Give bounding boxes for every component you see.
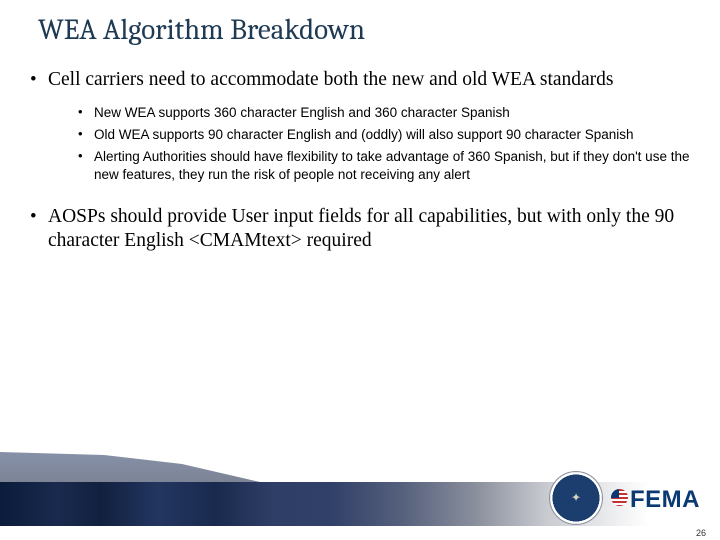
slide-footer: ✦ FEMA — [0, 468, 720, 526]
fema-logo: FEMA — [611, 486, 700, 514]
dhs-seal-icon: ✦ — [550, 472, 602, 524]
slide: WEA Algorithm Breakdown Cell carriers ne… — [0, 0, 720, 540]
bullet-text: AOSPs should provide User input fields f… — [48, 206, 674, 251]
sub-bullet-item: New WEA supports 360 character English a… — [78, 104, 692, 121]
footer-flag-graphic — [0, 452, 260, 482]
page-number: 26 — [696, 528, 706, 538]
eagle-icon: ✦ — [571, 491, 581, 505]
fema-logo-text: FEMA — [630, 486, 700, 513]
fema-flag-icon — [611, 489, 628, 506]
sub-bullet-list: New WEA supports 360 character English a… — [78, 104, 692, 183]
sub-bullet-item: Alerting Authorities should have flexibi… — [78, 148, 692, 183]
slide-content: Cell carriers need to accommodate both t… — [26, 68, 692, 268]
bullet-item: AOSPs should provide User input fields f… — [26, 205, 692, 253]
sub-bullet-item: Old WEA supports 90 character English an… — [78, 126, 692, 143]
bullet-item: Cell carriers need to accommodate both t… — [26, 68, 692, 183]
bullet-list: Cell carriers need to accommodate both t… — [26, 68, 692, 252]
bullet-text: Cell carriers need to accommodate both t… — [48, 69, 614, 90]
slide-title: WEA Algorithm Breakdown — [38, 14, 365, 47]
